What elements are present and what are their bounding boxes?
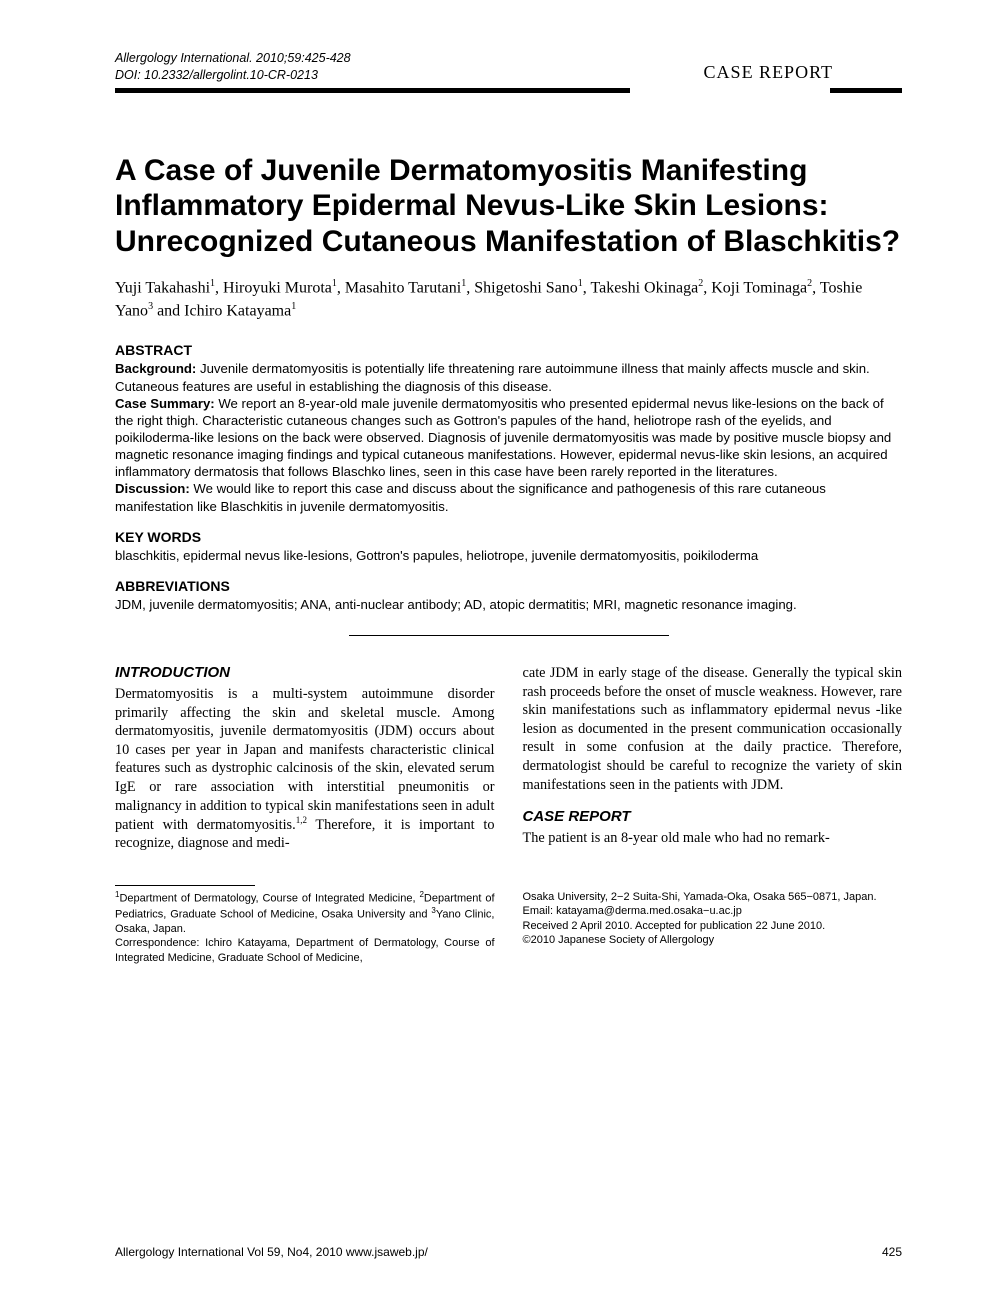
article-title: A Case of Juvenile Dermatomyositis Manif… [115,153,902,259]
footnote-right: Osaka University, 2−2 Suita-Shi, Yamada-… [523,890,903,965]
footnote-left: 1Department of Dermatology, Course of In… [115,890,495,965]
section-divider [349,635,669,636]
rule-gap [630,88,830,93]
introduction-continued: cate JDM in early stage of the disease. … [523,664,903,794]
discussion-label: Discussion: [115,481,190,496]
introduction-text: Dermatomyositis is a multi-system autoim… [115,685,495,853]
header-rule [115,88,902,93]
background-text: Juvenile dermatomyositis is potentially … [115,361,870,393]
journal-doi: DOI: 10.2332/allergolint.10-CR-0213 [115,67,351,84]
journal-info: Allergology International. 2010;59:425-4… [115,50,351,84]
case-report-badge-container: CASE REPORT [700,62,837,83]
rule-segment-left [115,88,630,93]
page-container: Allergology International. 2010;59:425-4… [0,0,992,1010]
page-footer: Allergology International Vol 59, No4, 2… [115,1245,902,1259]
keywords-text: blaschkitis, epidermal nevus like-lesion… [115,547,902,564]
author-list: Yuji Takahashi1, Hiroyuki Murota1, Masah… [115,277,902,322]
left-column: INTRODUCTION Dermatomyositis is a multi-… [115,664,495,867]
discussion-text: We would like to report this case and di… [115,481,826,513]
case-report-badge: CASE REPORT [700,62,837,82]
footnotes: 1Department of Dermatology, Course of In… [115,890,902,965]
right-column: cate JDM in early stage of the disease. … [523,664,903,867]
case-report-text: The patient is an 8-year old male who ha… [523,829,903,848]
abbreviations-heading: ABBREVIATIONS [115,578,902,594]
abbreviations-text: JDM, juvenile dermatomyositis; ANA, anti… [115,596,902,613]
abstract-heading: ABSTRACT [115,342,902,358]
abstract-body: Background: Juvenile dermatomyositis is … [115,360,902,514]
body-columns: INTRODUCTION Dermatomyositis is a multi-… [115,664,902,867]
case-summary-label: Case Summary: [115,396,215,411]
case-summary-text: We report an 8-year-old male juvenile de… [115,396,891,480]
journal-citation: Allergology International. 2010;59:425-4… [115,50,351,67]
page-number: 425 [882,1245,902,1259]
rule-segment-right [830,88,902,93]
footnote-rule [115,885,255,886]
case-report-heading: CASE REPORT [523,808,903,825]
keywords-heading: KEY WORDS [115,529,902,545]
background-label: Background: [115,361,196,376]
introduction-heading: INTRODUCTION [115,664,495,681]
footer-citation: Allergology International Vol 59, No4, 2… [115,1245,428,1259]
